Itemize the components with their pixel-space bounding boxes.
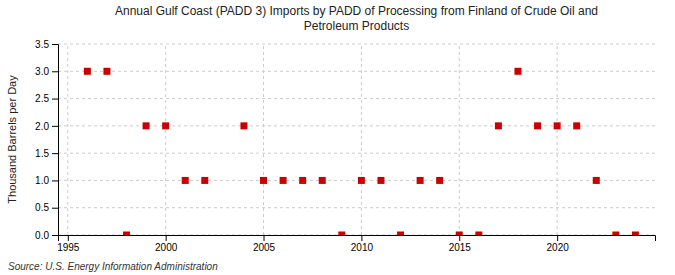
point — [240, 122, 247, 129]
x-grid-line — [67, 44, 68, 235]
tick-mark — [361, 235, 362, 241]
y-axis-title: Thousand Barrels per Day — [6, 75, 18, 204]
tick-label: 2020 — [547, 242, 570, 253]
title-line: Petroleum Products — [304, 19, 409, 33]
point — [436, 177, 443, 184]
point — [299, 177, 306, 184]
point — [358, 177, 365, 184]
tick-mark — [68, 235, 69, 241]
tick: 2.5 — [35, 93, 58, 104]
tick: 2010 — [351, 235, 374, 253]
y-grid-line — [58, 44, 655, 45]
tick-mark — [52, 180, 58, 181]
tick-label: 2.0 — [35, 121, 49, 132]
tick: 2015 — [449, 235, 472, 253]
axis-line — [59, 236, 656, 242]
x-grid-line — [165, 44, 166, 235]
point — [123, 232, 130, 236]
tick-mark — [52, 235, 58, 236]
x-grid-line — [459, 44, 460, 235]
point — [143, 122, 150, 129]
point — [280, 177, 287, 184]
point — [475, 232, 482, 236]
point — [593, 177, 600, 184]
tick: 3.5 — [35, 39, 58, 50]
tick-label: 2010 — [351, 242, 374, 253]
tick-mark — [459, 235, 460, 241]
point — [397, 232, 404, 236]
point — [554, 122, 561, 129]
x-axis: 1995 2000 2005 2010 2015 2020 — [57, 235, 655, 253]
tick-label: 2.5 — [35, 93, 49, 104]
point — [201, 177, 208, 184]
tick: 1.0 — [35, 175, 58, 186]
y-axis: 0.0 0.5 1.0 1.5 2.0 2.5 3.0 3.5 — [35, 39, 58, 241]
point — [162, 122, 169, 129]
source: Source: U.S. Energy Information Administ… — [8, 261, 218, 272]
tick: 2020 — [547, 235, 570, 253]
point — [534, 122, 541, 129]
tick-mark — [52, 44, 58, 45]
tick-mark — [52, 153, 58, 154]
tick-mark — [52, 71, 58, 72]
point — [495, 122, 502, 129]
tick-mark — [264, 235, 265, 241]
tick-label: 2015 — [449, 242, 472, 253]
y-grid-line — [58, 207, 655, 208]
point — [573, 122, 580, 129]
tick: 3.0 — [35, 66, 58, 77]
chart: 1995 2000 2005 2010 2015 2020 0.0 0.5 1.0 1.5 2.0 2… — [0, 0, 675, 275]
tick: 1995 — [57, 235, 80, 253]
points — [84, 68, 639, 235]
tick-label: 1.5 — [35, 148, 49, 159]
y-grid-line — [58, 180, 655, 181]
tick: 2.0 — [35, 121, 58, 132]
x-grid-line — [557, 44, 558, 235]
grid — [58, 44, 655, 235]
tick: 0.0 — [35, 230, 58, 241]
point — [103, 68, 110, 75]
y-grid-line — [58, 153, 655, 154]
tick-label: 2005 — [253, 242, 276, 253]
tick-label: 0.5 — [35, 202, 49, 213]
point — [84, 68, 91, 75]
tick-label: 3.5 — [35, 39, 49, 50]
tick-label: 1.0 — [35, 175, 49, 186]
point — [417, 177, 424, 184]
title-line: Annual Gulf Coast (PADD 3) Imports by PA… — [115, 4, 598, 18]
point — [182, 177, 189, 184]
point — [612, 232, 619, 236]
point — [338, 232, 345, 236]
x-grid-line — [263, 44, 264, 235]
x-grid-line — [361, 44, 362, 235]
title: Annual Gulf Coast (PADD 3) Imports by PA… — [115, 4, 598, 33]
point — [632, 232, 639, 236]
point — [377, 177, 384, 184]
tick-label: 3.0 — [35, 66, 49, 77]
tick-mark — [52, 126, 58, 127]
point — [514, 68, 521, 75]
tick-label: 2000 — [155, 242, 178, 253]
tick-mark — [166, 235, 167, 241]
y-grid-line — [58, 98, 655, 99]
tick: 1.5 — [35, 148, 58, 159]
tick-mark — [52, 99, 58, 100]
point — [260, 177, 267, 184]
tick: 2005 — [253, 235, 276, 253]
tick-label: 0.0 — [35, 230, 49, 241]
axis-line — [52, 45, 59, 236]
tick: 0.5 — [35, 202, 58, 213]
tick: 2000 — [155, 235, 178, 253]
tick-mark — [557, 235, 558, 241]
tick-mark — [52, 208, 58, 209]
point — [319, 177, 326, 184]
tick-label: 1995 — [57, 242, 80, 253]
y-grid-line — [58, 71, 655, 72]
point — [456, 232, 463, 236]
